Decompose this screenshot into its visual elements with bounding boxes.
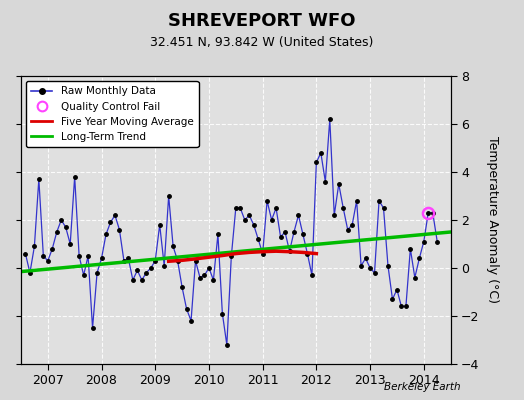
Text: SHREVEPORT WFO: SHREVEPORT WFO [168, 12, 356, 30]
Text: 32.451 N, 93.842 W (United States): 32.451 N, 93.842 W (United States) [150, 36, 374, 49]
Y-axis label: Temperature Anomaly (°C): Temperature Anomaly (°C) [486, 136, 499, 304]
Legend: Raw Monthly Data, Quality Control Fail, Five Year Moving Average, Long-Term Tren: Raw Monthly Data, Quality Control Fail, … [26, 81, 199, 147]
Text: Berkeley Earth: Berkeley Earth [385, 382, 461, 392]
